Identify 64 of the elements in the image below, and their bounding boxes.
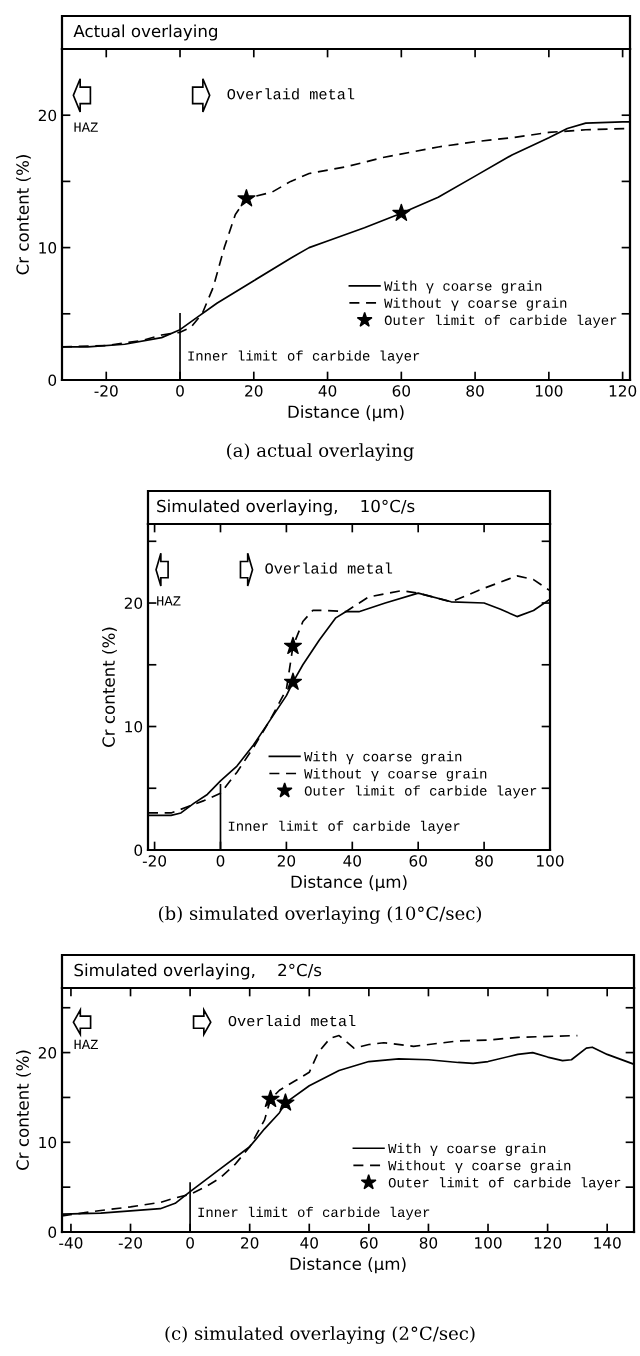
ref-line-label: Inner limit of carbide layer — [198, 1206, 430, 1220]
x-tick-label: 40 — [343, 855, 361, 867]
y-tick-label: 20 — [38, 1047, 57, 1059]
x-tick-label: 20 — [277, 855, 296, 867]
legend-label: With γ coarse grain — [304, 751, 462, 765]
annotation: Overlaid metal — [265, 562, 393, 574]
y-axis-title: Cr content (%) — [102, 627, 117, 747]
x-axis-title: Distance (μm) — [291, 875, 407, 892]
annotation: Overlaid metal — [228, 1015, 356, 1027]
x-tick-label: 60 — [360, 1237, 378, 1249]
x-tick-label: -20 — [94, 385, 118, 397]
x-tick-label: -20 — [142, 855, 167, 867]
ref-line-label: Inner limit of carbide layer — [228, 820, 460, 834]
x-tick-label: 100 — [537, 855, 564, 867]
y-tick-label: 20 — [38, 109, 57, 122]
annotation: HAZ — [157, 596, 181, 606]
y-tick-label: 10 — [125, 720, 143, 733]
chart-title: Simulated overlaying, 10°C/s — [157, 499, 415, 516]
legend-label: Without γ coarse grain — [388, 1160, 571, 1174]
legend-label: Without γ coarse grain — [304, 768, 487, 782]
legend-label: Outer limit of carbide layer — [304, 785, 537, 799]
annotation: HAZ — [74, 1039, 98, 1049]
x-tick-label: 0 — [176, 385, 184, 397]
x-tick-label: 20 — [241, 1237, 259, 1249]
x-tick-label: 60 — [392, 385, 411, 397]
x-tick-label: 40 — [318, 385, 337, 397]
y-tick-label: 10 — [39, 242, 57, 254]
x-tick-label: 100 — [535, 385, 563, 397]
x-axis-title: Distance (μm) — [288, 405, 404, 422]
legend-label: With γ coarse grain — [384, 280, 542, 294]
x-tick-label: 120 — [534, 1237, 562, 1249]
text: (a) actual overlaying — [227, 443, 414, 461]
chart-title: Simulated overlaying, 2°C/s — [74, 963, 322, 980]
x-tick-label: 0 — [216, 855, 225, 867]
y-tick-label: 10 — [39, 1136, 57, 1149]
x-tick-label: 0 — [186, 1237, 194, 1249]
y-axis-title: Cr content (%) — [16, 155, 31, 275]
text: (b) simulated overlaying (10°C/sec) — [159, 906, 481, 924]
legend-label: With γ coarse grain — [388, 1143, 546, 1156]
annotation: HAZ — [74, 122, 98, 132]
ref-line-label: Inner limit of carbide layer — [188, 350, 420, 364]
x-tick-label: 20 — [245, 385, 263, 397]
text: (c) simulated overlaying (2°C/sec) — [165, 1326, 475, 1344]
x-tick-label: 80 — [475, 855, 493, 867]
annotation: Overlaid metal — [227, 88, 355, 100]
x-tick-label: -20 — [118, 1237, 142, 1249]
legend-label: Outer limit of carbide layer — [388, 1177, 621, 1191]
x-tick-label: 100 — [475, 1237, 502, 1249]
x-tick-label: 140 — [594, 1237, 621, 1249]
legend-label: Outer limit of carbide layer — [384, 314, 617, 328]
x-tick-label: -40 — [59, 1237, 83, 1249]
x-tick-label: 40 — [300, 1237, 318, 1249]
y-tick-label: 0 — [134, 844, 143, 857]
y-tick-label: 20 — [124, 597, 143, 610]
y-tick-label: 0 — [48, 1226, 57, 1239]
y-axis-title: Cr content (%) — [16, 1050, 31, 1170]
legend-label: Without γ coarse grain — [384, 297, 567, 311]
x-axis-title: Distance (μm) — [290, 1257, 406, 1274]
x-tick-label: 80 — [466, 385, 484, 397]
y-tick-label: 0 — [48, 374, 57, 387]
chart-title: Actual overlaying — [73, 24, 217, 41]
x-tick-label: 60 — [409, 855, 427, 867]
x-tick-label: 120 — [609, 385, 637, 397]
x-tick-label: 80 — [419, 1237, 438, 1249]
